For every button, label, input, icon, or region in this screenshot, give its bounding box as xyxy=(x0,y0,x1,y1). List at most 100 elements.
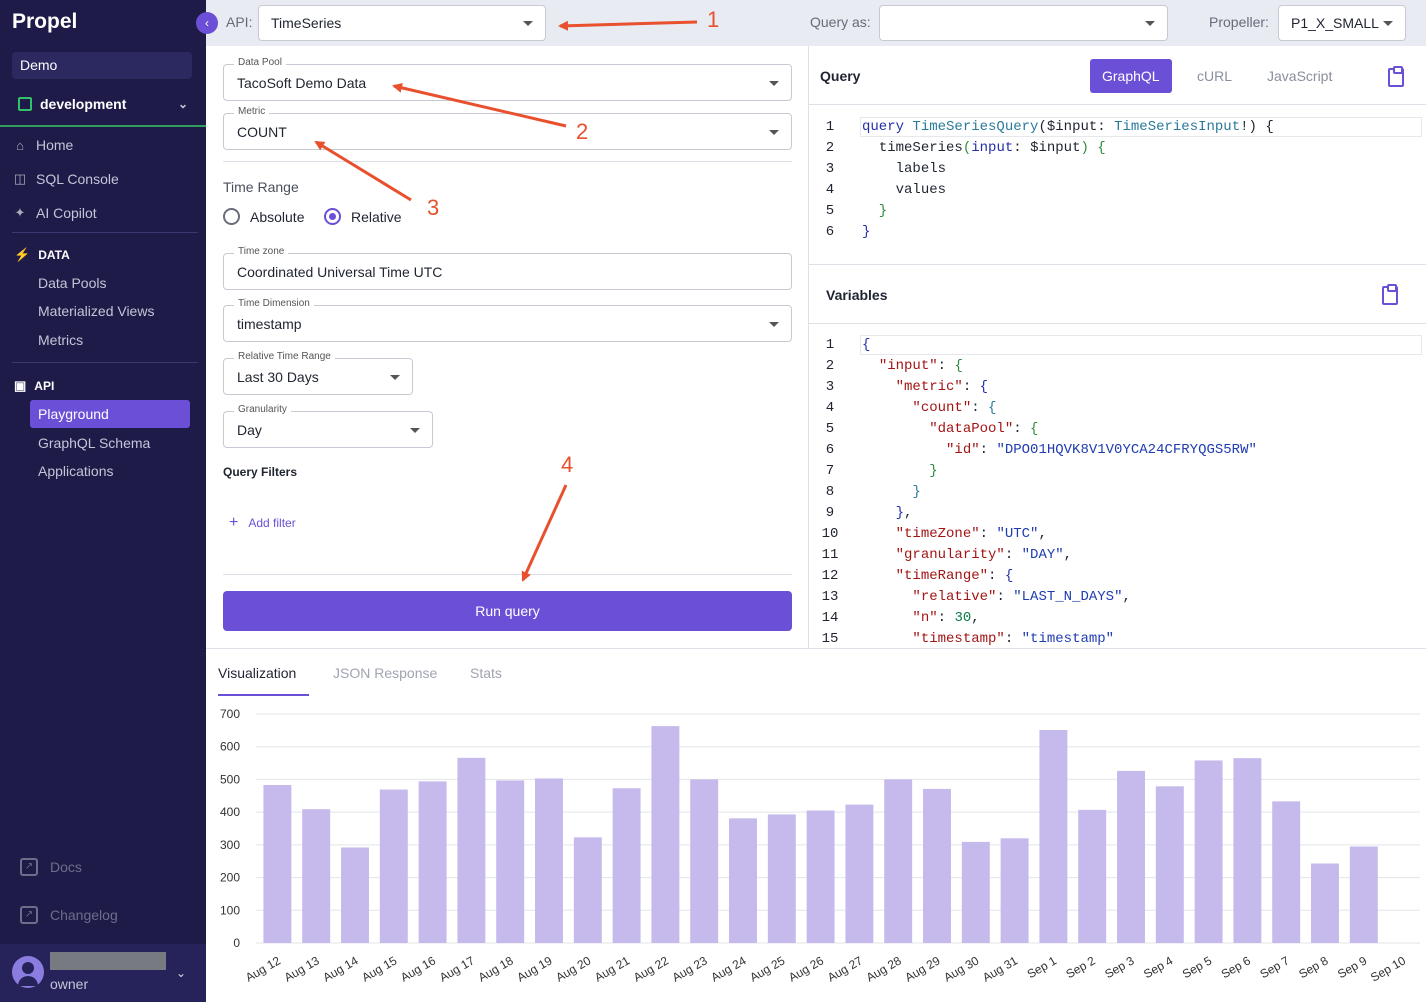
pane-divider xyxy=(809,264,1426,265)
x-tick-label: Aug 30 xyxy=(941,953,981,984)
granularity-label: Granularity xyxy=(234,404,291,415)
copy-variables-icon[interactable] xyxy=(1382,284,1398,305)
home-icon: ⌂ xyxy=(16,137,24,153)
x-tick-label: Aug 26 xyxy=(786,953,826,984)
user-menu[interactable]: owner ⌄ xyxy=(0,944,206,1002)
x-tick-label: Aug 16 xyxy=(398,953,438,984)
changelog-link[interactable]: ↗ Changelog xyxy=(20,906,118,924)
nav-home[interactable]: ⌂ Home xyxy=(12,135,73,155)
propeller-select[interactable]: P1_X_SMALL xyxy=(1278,5,1406,41)
api-icon: ▣ xyxy=(14,378,27,393)
metric-value: COUNT xyxy=(237,124,287,140)
code-line: }, xyxy=(862,505,913,521)
line-number: 4 xyxy=(825,182,835,198)
run-query-button[interactable]: Run query xyxy=(223,591,792,631)
propel-logo[interactable]: Propel xyxy=(12,10,78,33)
code-line: "timeRange": { xyxy=(895,568,1014,584)
code-line: "n": 30, xyxy=(912,610,980,626)
line-number: 2 xyxy=(825,358,835,374)
query-editor[interactable]: 1 2 3 4 5 6 query TimeSeriesQuery($input… xyxy=(820,119,1420,249)
dropdown-arrow-icon xyxy=(1145,21,1155,26)
time-dimension-select[interactable]: Time Dimension timestamp xyxy=(223,298,792,342)
code-line: "metric": { xyxy=(895,379,989,395)
sidebar-item-metrics[interactable]: Metrics xyxy=(38,332,84,348)
dropdown-arrow-icon xyxy=(769,81,779,86)
add-filter-button[interactable]: + Add filter xyxy=(229,514,296,532)
time-dimension-label: Time Dimension xyxy=(234,298,314,309)
code-line: "id": "DPO01HQVK8V1V0YCA24CFRYQGS5RW" xyxy=(946,442,1257,458)
environment-selector[interactable]: development ⌄ xyxy=(18,94,188,114)
y-tick-label: 300 xyxy=(220,838,240,852)
sidebar-item-applications[interactable]: Applications xyxy=(38,463,114,479)
x-tick-label: Sep 2 xyxy=(1064,953,1098,981)
results-panel: Visualization JSON Response Stats 0 100 20… xyxy=(206,648,1426,1002)
tab-stats[interactable]: Stats xyxy=(470,665,502,681)
metric-select[interactable]: Metric COUNT xyxy=(223,106,792,150)
sidebar-item-data-pools[interactable]: Data Pools xyxy=(38,275,107,291)
code-line: query TimeSeriesQuery($input: TimeSeries… xyxy=(862,119,1274,135)
database-icon: ◫ xyxy=(13,171,27,186)
sidebar-item-materialized-views[interactable]: Materialized Views xyxy=(38,303,155,319)
sidebar-item-playground[interactable]: Playground xyxy=(30,400,190,428)
metric-label: Metric xyxy=(234,106,270,117)
data-pool-select[interactable]: Data Pool TacoSoft Demo Data xyxy=(223,57,792,101)
external-link-icon: ↗ xyxy=(20,906,38,924)
propeller-select-value: P1_X_SMALL xyxy=(1291,15,1379,31)
code-line: } xyxy=(862,463,938,479)
bar xyxy=(1349,846,1378,943)
line-number: 11 xyxy=(821,547,839,563)
relative-time-range-select[interactable]: Relative Time Range Last 30 Days xyxy=(223,351,413,395)
timezone-field[interactable]: Time zone Coordinated Universal Time UTC xyxy=(223,246,792,290)
query-as-select[interactable] xyxy=(879,5,1168,41)
time-range-label: Time Range xyxy=(223,179,299,195)
radio-relative[interactable]: Relative xyxy=(324,208,402,225)
x-tick-label: Sep 8 xyxy=(1296,953,1330,981)
copy-query-icon[interactable] xyxy=(1388,66,1404,87)
tab-visualization[interactable]: Visualization xyxy=(218,665,297,681)
docs-link[interactable]: ↗ Docs xyxy=(20,858,82,876)
nav-sql-console[interactable]: ◫ SQL Console xyxy=(12,169,119,189)
code-line: } xyxy=(862,203,888,219)
data-section-title: ⚡ DATA xyxy=(14,247,70,263)
query-as-label: Query as: xyxy=(810,14,871,30)
tab-javascript[interactable]: JavaScript xyxy=(1267,68,1333,84)
api-section-title: ▣ API xyxy=(14,378,54,394)
bar xyxy=(845,804,874,943)
bar xyxy=(418,781,447,943)
y-tick-label: 200 xyxy=(220,871,240,885)
radio-relative-label: Relative xyxy=(351,208,402,225)
tab-json-response[interactable]: JSON Response xyxy=(333,665,438,681)
line-number: 3 xyxy=(825,161,835,177)
api-select[interactable]: TimeSeries xyxy=(258,5,546,41)
code-line: } xyxy=(862,224,871,240)
api-label: API: xyxy=(226,14,253,30)
x-tick-label: Sep 6 xyxy=(1219,953,1253,981)
tab-graphql[interactable]: GraphQL xyxy=(1090,59,1172,93)
data-pool-label: Data Pool xyxy=(234,57,286,68)
code-line: "input": { xyxy=(878,358,963,374)
x-tick-label: Sep 1 xyxy=(1025,953,1059,981)
x-tick-label: Aug 13 xyxy=(282,953,322,984)
x-tick-label: Aug 29 xyxy=(903,953,943,984)
dropdown-arrow-icon xyxy=(523,21,533,26)
collapse-sidebar-button[interactable]: ‹ xyxy=(196,12,218,34)
line-number: 3 xyxy=(825,379,835,395)
variables-editor[interactable]: 1 2 3 4 5 6 7 8 9 10 11 12 13 14 15 { "i… xyxy=(820,337,1420,647)
line-number: 15 xyxy=(821,631,839,647)
x-tick-label: Aug 21 xyxy=(592,953,632,984)
granularity-select[interactable]: Granularity Day xyxy=(223,404,433,448)
chevron-down-icon: ⌄ xyxy=(176,966,187,980)
environment-group[interactable]: Demo xyxy=(12,52,192,79)
bar xyxy=(341,847,369,943)
bar xyxy=(496,780,525,943)
code-line: "relative": "LAST_N_DAYS", xyxy=(912,589,1131,605)
active-tab-indicator xyxy=(218,694,309,696)
nav-home-label: Home xyxy=(36,137,74,153)
sidebar-item-graphql-schema[interactable]: GraphQL Schema xyxy=(38,435,151,451)
radio-absolute[interactable]: Absolute xyxy=(223,208,304,225)
variables-pane-title: Variables xyxy=(826,287,888,303)
nav-ai-copilot[interactable]: ✦ AI Copilot xyxy=(12,203,97,223)
tab-curl[interactable]: cURL xyxy=(1197,68,1233,84)
redacted-username xyxy=(50,952,166,970)
relative-time-range-value: Last 30 Days xyxy=(237,369,319,385)
